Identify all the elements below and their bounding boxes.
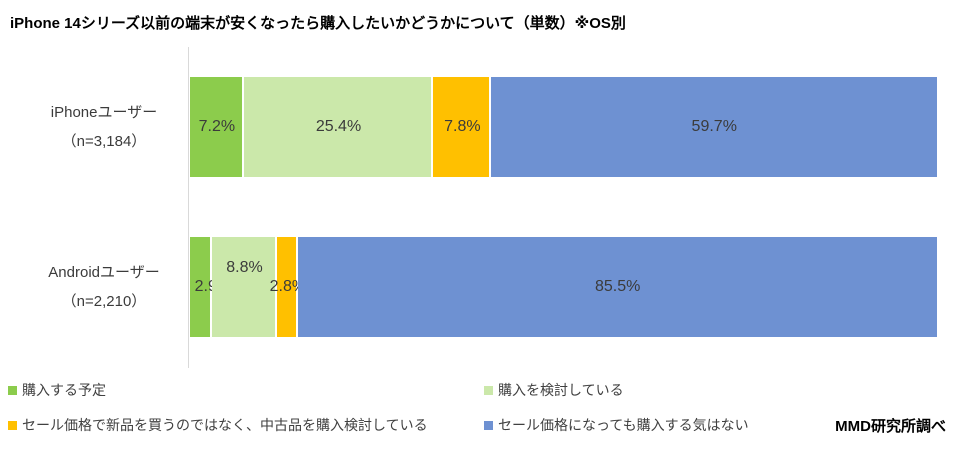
legend-item: 購入を検討している [484,380,624,400]
legend-swatch-icon [484,420,493,430]
bar-segment [190,237,212,337]
legend-swatch-icon [8,420,17,430]
category-sample-size: （n=3,184） [61,133,147,150]
category-label: iPhoneユーザー （n=3,184） [28,95,180,159]
category-sample-size: （n=2,210） [61,293,147,310]
legend-label: セール価格で新品を買うのではなく、中古品を購入検討している [22,417,428,433]
legend-item: セール価格で新品を買うのではなく、中古品を購入検討している [8,415,428,435]
legend-label: 購入する予定 [22,382,106,398]
bar-segment [491,77,937,177]
category-name: iPhoneユーザー [50,104,158,121]
bar-segment [243,77,434,177]
bar-segment [298,237,937,337]
category-label: Androidユーザー （n=2,210） [28,255,180,319]
legend-item: セール価格になっても購入する気はない [484,415,749,435]
bar-segment [277,237,299,337]
legend-label: セール価格になっても購入する気はない [498,417,749,433]
bar-segment [211,237,278,337]
plot-area: 7.2%25.4%7.8%59.7% 2.9%8.8%2.8%85.5% [188,47,937,368]
legend-label: 購入を検討している [498,382,624,398]
legend-swatch-icon [484,385,493,395]
category-name: Androidユーザー [48,264,160,281]
legend: 購入する予定 購入を検討しているセール価格で新品を買うのではなく、中古品を購入検討… [0,378,954,444]
legend-swatch-icon [8,385,17,395]
legend-item: 購入する予定 [8,380,106,400]
bar-row: 7.2% 25.4% 7.8% 59.7% [190,77,937,177]
y-axis-line [188,47,189,368]
chart-title: iPhone 14シリーズ以前の端末が安くなったら購入したいかどうかについて（単… [10,15,626,32]
bar-row: 2.9%8.8%2.8%85.5% [190,237,937,337]
bar-segment [190,77,244,177]
bar-segment [433,77,492,177]
source-note: MMD研究所調べ [835,418,946,435]
